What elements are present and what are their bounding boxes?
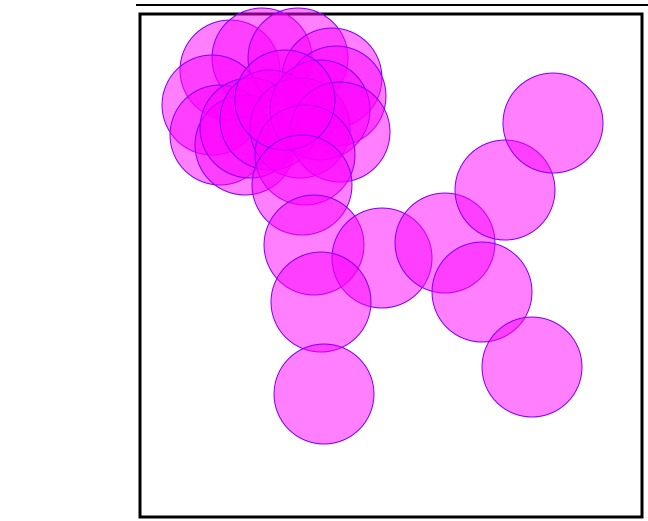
- circle-group: [161, 7, 604, 445]
- circle-22: [270, 251, 372, 353]
- circle-15: [234, 49, 336, 151]
- diagram-border: [138, 12, 644, 519]
- circle-23: [431, 241, 533, 343]
- circle-24: [481, 316, 583, 418]
- top-rule: [136, 4, 648, 6]
- circle-21: [502, 72, 604, 174]
- circle-25: [273, 343, 375, 445]
